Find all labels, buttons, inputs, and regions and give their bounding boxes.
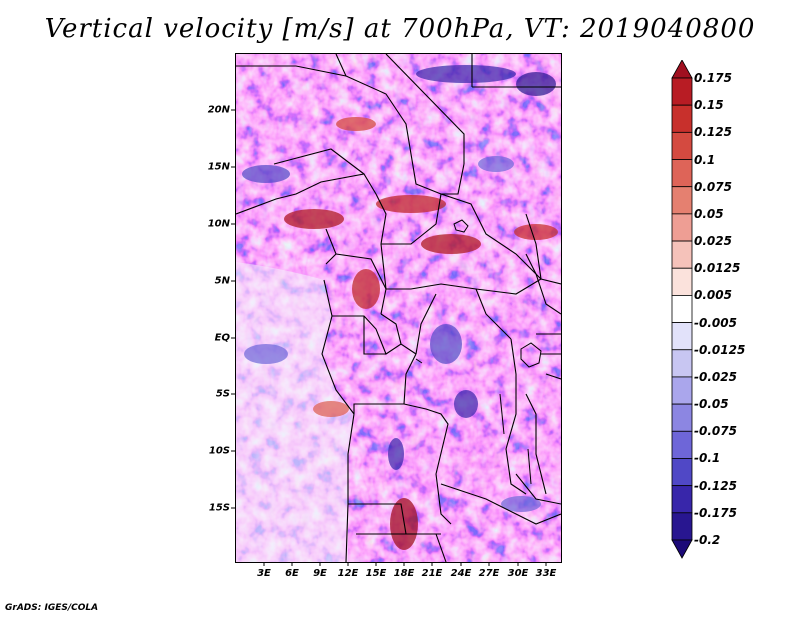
updraft-patches	[284, 117, 558, 550]
colorbar-segment	[671, 430, 693, 459]
colorbar-label: -0.2	[694, 533, 721, 547]
colorbar-segment	[671, 376, 693, 405]
colorbar-bottom-triangle	[671, 539, 693, 559]
lake-malawi	[527, 448, 532, 485]
colorbar-segment	[671, 322, 693, 351]
lat-label-15s: 15S	[208, 502, 230, 514]
downdraft-patches	[242, 65, 556, 512]
map-title: Vertical velocity [m/s] at 700hPa, VT: 2…	[44, 14, 756, 44]
colorbar-label: 0.075	[694, 179, 732, 194]
colorbar-segment	[671, 240, 693, 269]
colorbar-segment	[671, 213, 693, 242]
colorbar-label: -0.1	[694, 451, 721, 466]
colorbar-segment	[671, 104, 693, 133]
lat-label-5n: 5N	[214, 275, 230, 287]
lon-label-12e: 12E	[337, 568, 359, 579]
lat-label-eq: EQ	[214, 332, 230, 344]
lon-label-30e: 30E	[507, 568, 529, 579]
colorbar-label: -0.125	[694, 478, 737, 493]
lon-label-6e: 6E	[285, 568, 299, 579]
colorbar-label: 0.125	[694, 125, 732, 140]
colorbar-top-triangle	[671, 60, 693, 79]
colorbar-segment	[671, 485, 693, 514]
lon-label-21e: 21E	[421, 568, 443, 579]
footer-credit: GrADS: IGES/COLA	[5, 603, 99, 613]
lon-label-15e: 15E	[365, 568, 387, 579]
colorbar-label: 0.05	[694, 206, 724, 221]
colorbar-label: -0.075	[694, 424, 737, 439]
lake-chad	[453, 219, 469, 233]
colorbar-label: 0.0125	[694, 261, 741, 276]
colorbar-label: -0.025	[694, 369, 737, 384]
colorbar-segment	[671, 159, 693, 188]
lat-label-10n: 10N	[207, 218, 230, 230]
lon-label-9e: 9E	[313, 568, 327, 579]
colorbar-segment	[671, 403, 693, 432]
colorbar-segment	[671, 295, 693, 323]
colorbar-label: 0.175	[694, 71, 732, 85]
colorbar	[671, 60, 693, 559]
velocity-field	[236, 54, 561, 562]
lake-small	[415, 358, 423, 364]
colorbar-label: 0.1	[694, 152, 716, 167]
lon-label-33e: 33E	[535, 568, 557, 579]
colorbar-label: -0.05	[694, 397, 729, 412]
colorbar-label: -0.005	[694, 315, 737, 330]
lakes	[415, 219, 542, 485]
lat-label-15n: 15N	[207, 161, 230, 173]
colorbar-segment	[671, 512, 693, 541]
lat-label-20n: 20N	[207, 104, 230, 116]
colorbar-segment	[671, 458, 693, 487]
country-boundaries	[236, 54, 561, 562]
colorbar-label: -0.0125	[694, 342, 746, 357]
lat-label-5s: 5S	[215, 388, 230, 400]
lon-label-27e: 27E	[478, 568, 500, 579]
colorbar-segment	[671, 131, 693, 160]
colorbar-label: -0.175	[694, 505, 737, 520]
map-plot-area	[235, 53, 562, 563]
lon-label-3e: 3E	[257, 568, 271, 579]
colorbar-segment	[671, 267, 693, 296]
lon-label-24e: 24E	[450, 568, 472, 579]
colorbar-segment	[671, 77, 693, 106]
colorbar-segment	[671, 186, 693, 215]
lat-label-10s: 10S	[208, 445, 230, 457]
atlantic-ocean-region	[236, 262, 354, 562]
colorbar-segment	[671, 349, 693, 378]
lake-tanganyika	[499, 393, 505, 435]
lon-label-18e: 18E	[393, 568, 415, 579]
colorbar-label: 0.005	[694, 288, 732, 303]
lake-victoria	[520, 342, 542, 368]
colorbar-label: 0.025	[694, 234, 732, 249]
colorbar-label: 0.15	[694, 98, 724, 113]
